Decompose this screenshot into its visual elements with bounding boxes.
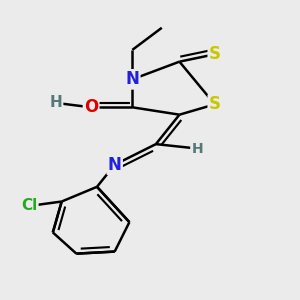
Text: H: H <box>191 142 203 155</box>
Text: H: H <box>50 95 62 110</box>
Text: S: S <box>209 45 221 63</box>
Text: S: S <box>209 95 221 113</box>
Text: Cl: Cl <box>21 198 38 213</box>
Text: N: N <box>125 70 139 88</box>
Text: N: N <box>108 156 122 174</box>
Text: O: O <box>84 98 98 116</box>
